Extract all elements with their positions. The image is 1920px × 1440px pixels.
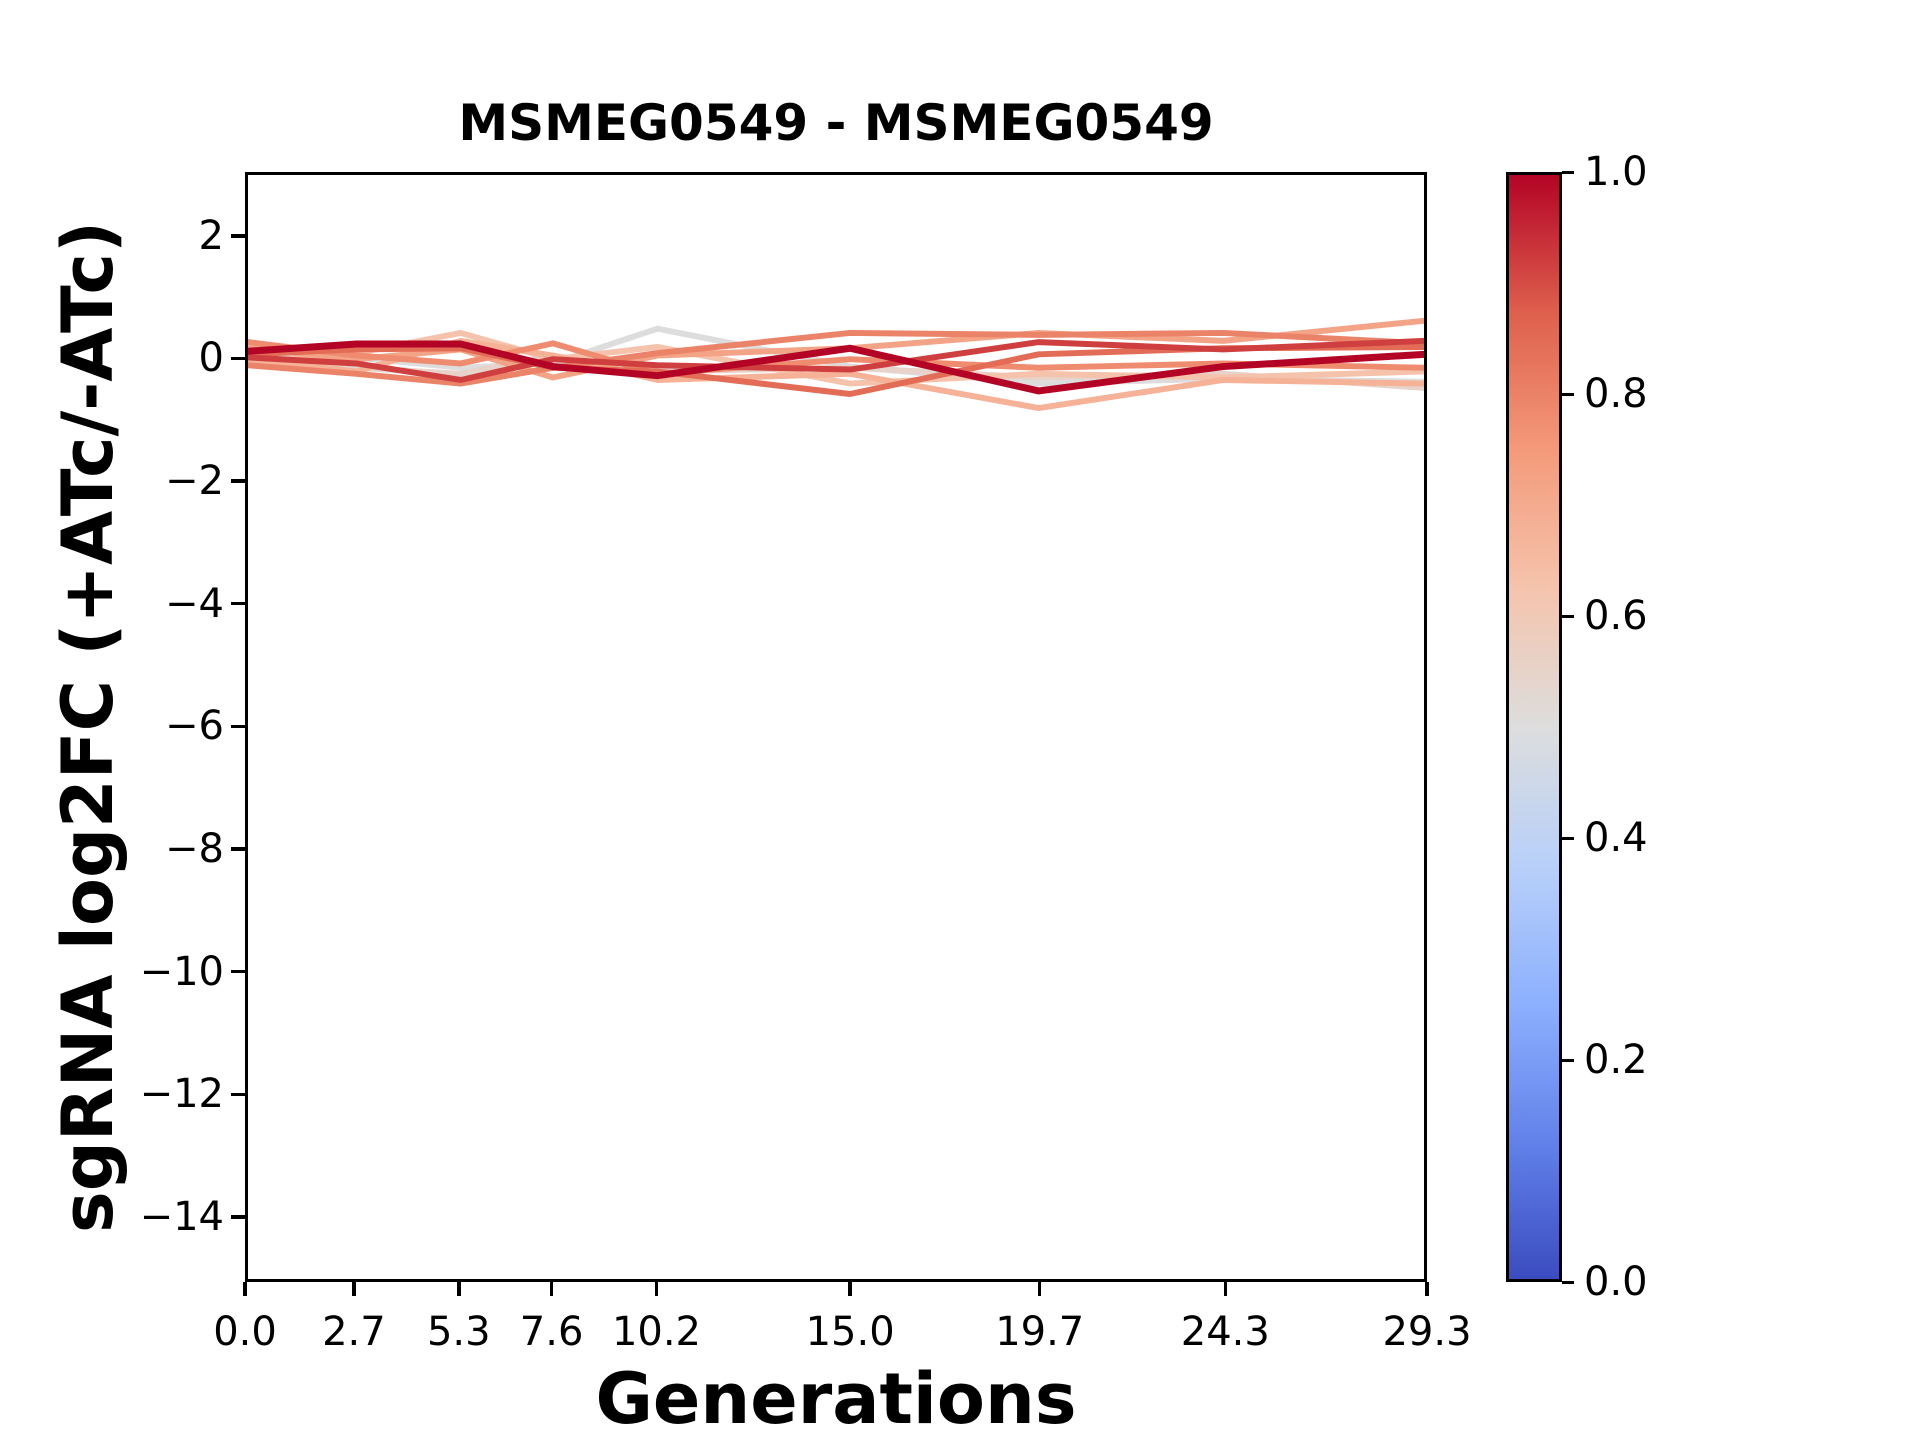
plot-area [245, 172, 1427, 1282]
colorbar-tick [1562, 392, 1574, 396]
colorbar [1506, 172, 1562, 1282]
line-series [248, 337, 1424, 383]
chart-title: MSMEG0549 - MSMEG0549 [458, 94, 1214, 152]
line-series [248, 329, 1424, 387]
x-tick [352, 1282, 356, 1296]
colorbar-tick [1562, 836, 1574, 840]
x-tick-label: 2.7 [322, 1309, 386, 1355]
colorbar-tick-label: 0.8 [1584, 371, 1648, 417]
x-tick-label: 0.0 [213, 1309, 277, 1355]
colorbar-tick [1562, 170, 1574, 174]
x-axis-label: Generations [595, 1358, 1077, 1440]
x-tick [549, 1282, 554, 1296]
y-tick [231, 969, 245, 974]
x-tick-label: 5.3 [426, 1309, 491, 1355]
line-series [248, 340, 1424, 395]
colorbar-tick-label: 1.0 [1584, 149, 1648, 195]
y-tick [231, 1092, 245, 1097]
y-tick [231, 1215, 245, 1219]
colorbar-tick-label: 0.2 [1584, 1037, 1648, 1083]
y-tick [231, 234, 245, 238]
x-tick [243, 1282, 247, 1296]
x-tick [654, 1282, 659, 1296]
x-tick-label: 29.3 [1382, 1309, 1472, 1355]
y-tick [231, 356, 245, 361]
x-tick [1425, 1282, 1429, 1296]
x-tick-label: 10.2 [611, 1309, 701, 1355]
y-tick-label: 2 [198, 212, 224, 259]
y-tick-label: −6 [165, 703, 224, 750]
x-tick [848, 1282, 852, 1296]
x-tick [1037, 1282, 1042, 1296]
x-tick [1223, 1282, 1228, 1296]
y-tick-label: −12 [139, 1071, 224, 1118]
colorbar-tick [1562, 614, 1574, 618]
x-tick [457, 1282, 461, 1296]
line-series [248, 343, 1424, 397]
y-tick-label: −2 [165, 458, 224, 505]
x-tick-label: 15.0 [805, 1309, 895, 1355]
y-tick [231, 479, 245, 483]
y-tick-label: −4 [165, 580, 224, 627]
colorbar-tick-label: 0.6 [1584, 593, 1648, 639]
x-tick-label: 24.3 [1180, 1309, 1270, 1355]
colorbar-tick-label: 0.4 [1584, 815, 1648, 861]
colorbar-gradient [1509, 175, 1559, 1279]
y-tick [231, 847, 245, 851]
colorbar-tick [1562, 1280, 1574, 1284]
x-tick-label: 7.6 [519, 1309, 584, 1355]
y-tick [231, 724, 245, 729]
x-tick-label: 19.7 [995, 1309, 1085, 1355]
colorbar-tick [1562, 1058, 1574, 1062]
y-tick [231, 601, 245, 606]
line-plot [248, 317, 1424, 412]
y-tick-label: −8 [165, 826, 224, 873]
y-tick-label: −10 [139, 948, 224, 995]
line-series [248, 337, 1424, 412]
y-tick-label: −14 [139, 1193, 224, 1240]
colorbar-tick-label: 0.0 [1584, 1259, 1648, 1305]
y-tick-label: 0 [198, 335, 224, 382]
